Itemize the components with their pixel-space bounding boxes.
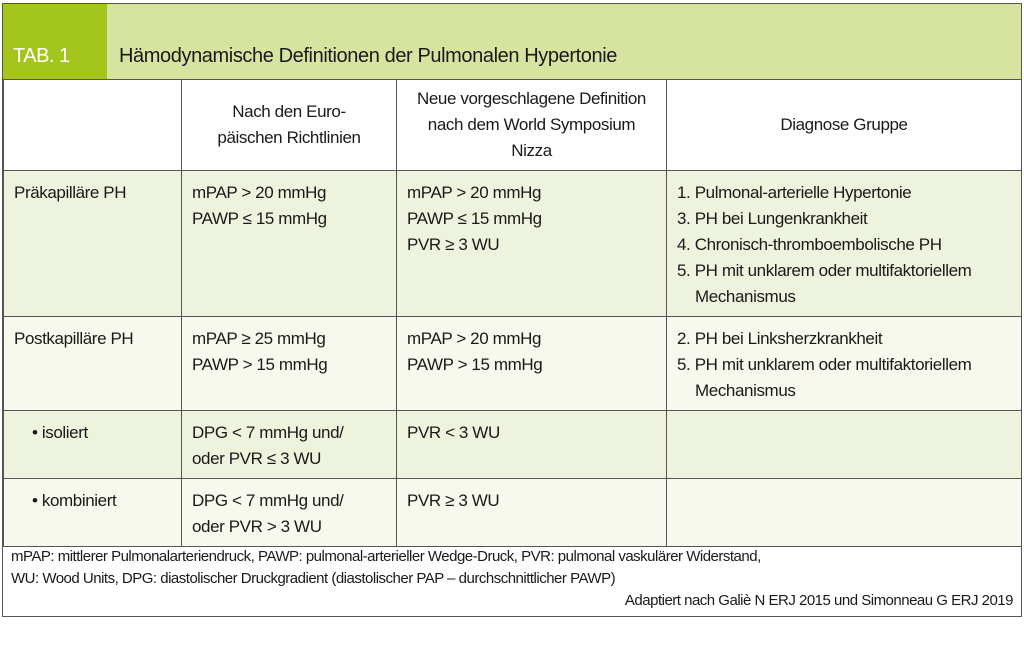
footnote-line: mPAP: mittlerer Pulmonalarteriendruck, P…	[11, 548, 761, 565]
eu-criteria-line: oder PVR ≤ 3 WU	[192, 449, 321, 468]
eu-criteria-line: mPAP > 20 mmHg	[192, 183, 327, 202]
diagnosis-groups-line: 3. PH bei Lungenkrankheit	[677, 209, 868, 228]
table-title: Hämodynamische Definitionen der Pulmonal…	[119, 45, 617, 67]
column-header-group: Diagnose Gruppe	[666, 79, 1022, 171]
diagnosis-groups	[666, 410, 1022, 479]
eu-criteria: DPG < 7 mmHg und/oder PVR > 3 WU	[181, 478, 397, 547]
diagnosis-groups-line: 4. Chronisch-thromboembolische PH	[677, 235, 942, 254]
table-row: • kombiniert DPG < 7 mmHg und/oder PVR > …	[3, 478, 1022, 547]
table-header-band: TAB. 1 Hämodynamische Definitionen der P…	[3, 4, 1021, 79]
footnote-line: WU: Wood Units, DPG: diastolischer Druck…	[11, 570, 616, 587]
row-label: Postkapilläre PH	[3, 316, 182, 411]
eu-criteria: mPAP ≥ 25 mmHg PAWP > 15 mmHg	[181, 316, 397, 411]
diagnosis-groups: 2. PH bei Linksherzkrankheit 5. PH mit un…	[666, 316, 1022, 411]
column-header-new: Neue vorgeschlagene Definition nach dem …	[396, 79, 667, 171]
diagnosis-groups-line: 5. PH mit unklarem oder multifaktorielle…	[677, 355, 972, 400]
new-criteria-line: PVR ≥ 3 WU	[407, 235, 500, 254]
new-criteria-line: PAWP > 15 mmHg	[407, 355, 543, 374]
new-criteria: PVR ≥ 3 WU	[396, 478, 667, 547]
eu-criteria-line: oder PVR > 3 WU	[192, 517, 322, 536]
new-criteria: mPAP > 20 mmHg PAWP > 15 mmHg	[396, 316, 667, 411]
source-note: Adaptiert nach Galiè N ERJ 2015 und Simo…	[624, 592, 1014, 609]
column-headers: Nach den Euro- päischen Richtlinien Neue…	[3, 79, 1022, 171]
row-label: • kombiniert	[3, 478, 182, 547]
column-header-eu: Nach den Euro- päischen Richtlinien	[181, 79, 397, 171]
diagnosis-groups-line: 2. PH bei Linksherzkrankheit	[677, 329, 883, 348]
table-row: • isoliert DPG < 7 mmHg und/oder PVR ≤ 3 …	[3, 410, 1022, 479]
eu-criteria: DPG < 7 mmHg und/oder PVR ≤ 3 WU	[181, 410, 397, 479]
eu-criteria-line: DPG < 7 mmHg und/	[192, 491, 344, 510]
table-number: TAB. 1	[3, 4, 107, 79]
eu-criteria-line: PAWP ≤ 15 mmHg	[192, 209, 327, 228]
row-label: • isoliert	[3, 410, 182, 479]
row-label: Präkapilläre PH	[3, 170, 182, 317]
diagnosis-groups-line: 5. PH mit unklarem oder multifak­toriell…	[677, 261, 972, 306]
eu-criteria-line: mPAP ≥ 25 mmHg	[192, 329, 326, 348]
new-criteria-line: PAWP ≤ 15 mmHg	[407, 209, 542, 228]
diagnosis-groups	[666, 478, 1022, 547]
footnote: mPAP: mittlerer Pulmonalarteriendruck, P…	[3, 538, 1021, 616]
definitions-table: Nach den Euro- päischen Richtlinien Neue…	[3, 79, 1022, 547]
eu-criteria-line: PAWP > 15 mmHg	[192, 355, 328, 374]
new-criteria: mPAP > 20 mmHg PAWP ≤ 15 mmHg PVR ≥ 3 WU	[396, 170, 667, 317]
eu-criteria-line: DPG < 7 mmHg und/	[192, 423, 344, 442]
new-criteria-line: PVR < 3 WU	[407, 423, 500, 442]
new-criteria-line: PVR ≥ 3 WU	[407, 491, 500, 510]
diagnosis-groups-line: 1. Pulmonal-arterielle Hypertonie	[677, 183, 912, 202]
table-row: Präkapilläre PH mPAP > 20 mmHg PAWP ≤ 15 m…	[3, 170, 1022, 317]
diagnosis-groups: 1. Pulmonal-arterielle Hypertonie 3. PH b…	[666, 170, 1022, 317]
new-criteria: PVR < 3 WU	[396, 410, 667, 479]
new-criteria-line: mPAP > 20 mmHg	[407, 329, 542, 348]
column-header-eu-text: Nach den Euro- päischen Richtlinien	[217, 102, 361, 147]
table-row: Postkapilläre PH mPAP ≥ 25 mmHg PAWP > 15 …	[3, 316, 1022, 411]
new-criteria-line: mPAP > 20 mmHg	[407, 183, 542, 202]
eu-criteria: mPAP > 20 mmHg PAWP ≤ 15 mmHg	[181, 170, 397, 317]
table-figure: TAB. 1 Hämodynamische Definitionen der P…	[2, 3, 1022, 617]
column-header-empty	[3, 79, 182, 171]
